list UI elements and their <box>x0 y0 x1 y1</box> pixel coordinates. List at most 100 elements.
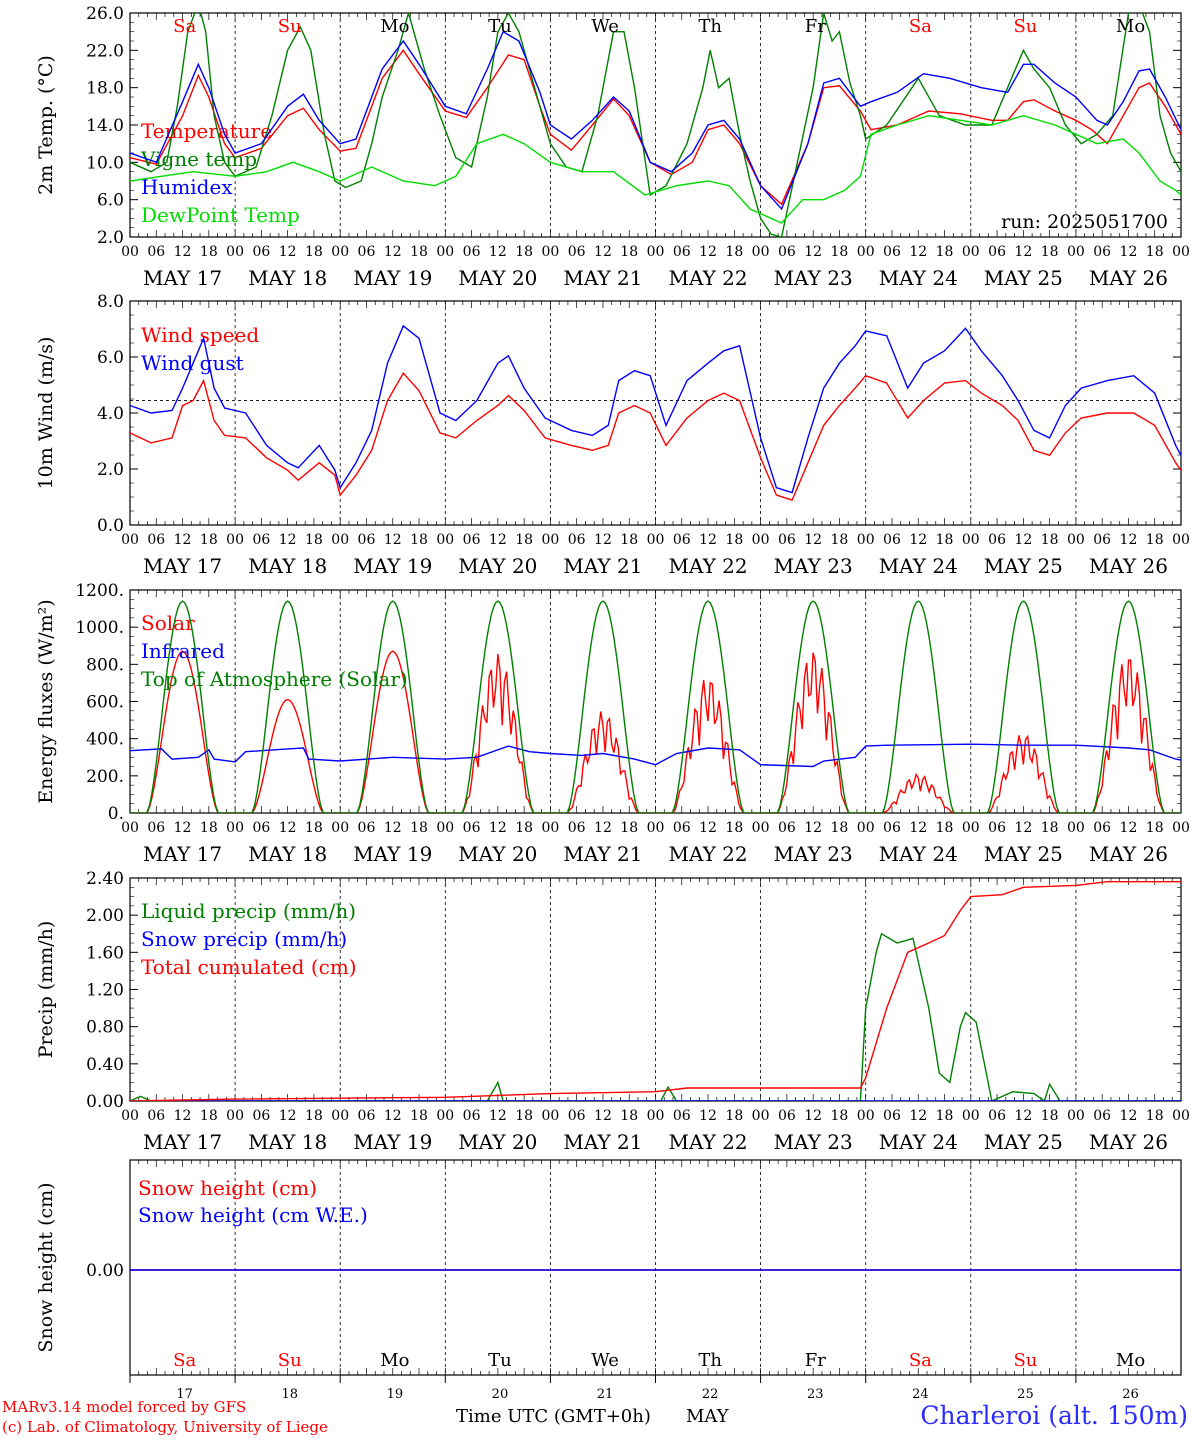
panel4-hour-label: 12 <box>384 1108 402 1124</box>
panel2-hour-label: 00 <box>647 532 665 548</box>
panel3-hour-label: 18 <box>515 820 533 836</box>
panel4-hour-label: 12 <box>174 1108 192 1124</box>
panel3-hour-label: 00 <box>962 820 980 836</box>
panel4-ytick-label: 1.20 <box>86 981 124 1001</box>
panel3-hour-label: 12 <box>699 820 717 836</box>
panel2-date-label: MAY 17 <box>143 554 222 578</box>
panel1-hour-label: 12 <box>909 244 927 260</box>
panel3-legend-infrared: Infrared <box>141 639 225 663</box>
panel4-hour-label: 06 <box>883 1108 901 1124</box>
panel2-hour-label: 18 <box>515 532 533 548</box>
panel1-hour-label: 00 <box>647 244 665 260</box>
panel4-legend-snow-precip-mm-h-: Snow precip (mm/h) <box>141 927 347 951</box>
panel2-hour-label: 18 <box>200 532 218 548</box>
panel1-legend-vigne-temp: Vigne temp <box>140 147 257 171</box>
panel4-hour-label: 18 <box>1041 1108 1059 1124</box>
panel2-hour-label: 06 <box>988 532 1006 548</box>
panel1-hour-label: 00 <box>962 244 980 260</box>
panel1-hour-label: 18 <box>936 244 954 260</box>
panel2-hour-label: 12 <box>1120 532 1138 548</box>
panel2-line-wind-gust <box>130 324 1181 494</box>
panel4-hour-label: 18 <box>410 1108 428 1124</box>
panel5-legend-snow-height-cm-w-e-: Snow height (cm W.E.) <box>138 1203 368 1227</box>
panel4-hour-label: 18 <box>305 1108 323 1124</box>
panel4-date-label: MAY 17 <box>143 1130 222 1154</box>
panel2-ytick-label: 2.0 <box>97 460 124 480</box>
panel1-hour-label: 00 <box>226 244 244 260</box>
panel1-hour-label: 12 <box>1014 244 1032 260</box>
panel1-ytick-label: 22.0 <box>86 41 124 61</box>
panel1-legend-humidex: Humidex <box>141 175 233 199</box>
panel1-hour-label: 00 <box>857 244 875 260</box>
panel4-hour-label: 18 <box>831 1108 849 1124</box>
panel2-date-label: MAY 18 <box>248 554 327 578</box>
panel2-hour-label: 06 <box>568 532 586 548</box>
panel1-legend-dewpoint-temp: DewPoint Temp <box>141 203 300 227</box>
panel4-hour-label: 06 <box>1093 1108 1111 1124</box>
panel1-line-humidex <box>130 30 1181 211</box>
panel3-hour-label: 00 <box>857 820 875 836</box>
panel1-date-label: MAY 23 <box>774 266 853 290</box>
panel1-weekday-label: Th <box>698 16 722 37</box>
panel2-hour-label: 00 <box>436 532 454 548</box>
panel3-hour-label: 06 <box>463 820 481 836</box>
panel3-hour-label: 18 <box>1146 820 1164 836</box>
panel2-ylabel: 10m Wind (m/s) <box>35 337 57 490</box>
panel2-hour-label: 00 <box>752 532 770 548</box>
panel2-hour-label: 12 <box>279 532 297 548</box>
panel3-date-label: MAY 23 <box>774 842 853 866</box>
panel2-frame <box>129 300 1182 526</box>
panel3-hour-label: 06 <box>673 820 691 836</box>
panel3-legend-top-of-atmosphere-solar-: Top of Atmosphere (Solar) <box>141 667 408 691</box>
panel1-ytick-label: 14.0 <box>86 116 124 136</box>
panel2-legend-wind-speed: Wind speed <box>141 323 259 347</box>
panel4-hour-label: 06 <box>463 1108 481 1124</box>
panel1-ytick-label: 6.0 <box>97 191 124 211</box>
panel1-hour-label: 00 <box>436 244 454 260</box>
panel2-hour-label: 18 <box>620 532 638 548</box>
panel4-hour-label: 12 <box>804 1108 822 1124</box>
panel2-hour-label: 06 <box>358 532 376 548</box>
panel4-date-label: MAY 25 <box>984 1130 1063 1154</box>
panel1-weekday-label: We <box>591 16 619 37</box>
panel2-hour-label: 12 <box>909 532 927 548</box>
panel3-date-label: MAY 21 <box>563 842 642 866</box>
panel3-date-label: MAY 20 <box>458 842 537 866</box>
panel1-weekday-label: Su <box>1013 16 1037 37</box>
run-label: run: 2025051700 <box>1001 211 1168 233</box>
panel4-hour-label: 06 <box>988 1108 1006 1124</box>
panel2-date-label: MAY 24 <box>879 554 958 578</box>
panel1-date-label: MAY 25 <box>984 266 1063 290</box>
panel3-hour-label: 12 <box>489 820 507 836</box>
panel4-hour-label: 00 <box>1067 1108 1085 1124</box>
panel4-hour-label: 18 <box>620 1108 638 1124</box>
panel2-hour-label: 00 <box>962 532 980 548</box>
panel1-hour-label: 00 <box>331 244 349 260</box>
panel1-hour-label: 18 <box>1041 244 1059 260</box>
panel1-weekday-label: Su <box>278 16 302 37</box>
day-number-label: 22 <box>702 1387 719 1402</box>
panel4-hour-label: 12 <box>279 1108 297 1124</box>
panel1-weekday-label: Fr <box>805 16 826 37</box>
panel1-hour-label: 00 <box>752 244 770 260</box>
panel1-line-dewpoint-temp <box>130 114 1181 224</box>
panel2-hour-label: 00 <box>226 532 244 548</box>
panel3-ylabel: Energy fluxes (W/m²) <box>35 599 57 803</box>
panel1-weekday-label: Sa <box>173 16 196 37</box>
panel1-date-label: MAY 26 <box>1089 266 1168 290</box>
panel1-weekday-label: Mo <box>380 16 409 37</box>
panel1-hour-label: 18 <box>410 244 428 260</box>
panel4-hour-label: 18 <box>200 1108 218 1124</box>
panel5-weekday-label: Sa <box>909 1350 932 1371</box>
panel2-hour-label: 00 <box>541 532 559 548</box>
panel2-line-wind-speed <box>130 372 1181 501</box>
day-number-label: 19 <box>387 1387 404 1402</box>
panel1-ytick-label: 18.0 <box>86 79 124 99</box>
panel1-hour-label: 00 <box>1172 244 1190 260</box>
panel4-date-label: MAY 23 <box>774 1130 853 1154</box>
panel3-ytick-label: 1200. <box>75 581 124 601</box>
panel2-hour-label: 18 <box>1146 532 1164 548</box>
panel3-ytick-label: 400. <box>86 730 124 750</box>
panel1-ytick-label: 26.0 <box>86 4 124 24</box>
